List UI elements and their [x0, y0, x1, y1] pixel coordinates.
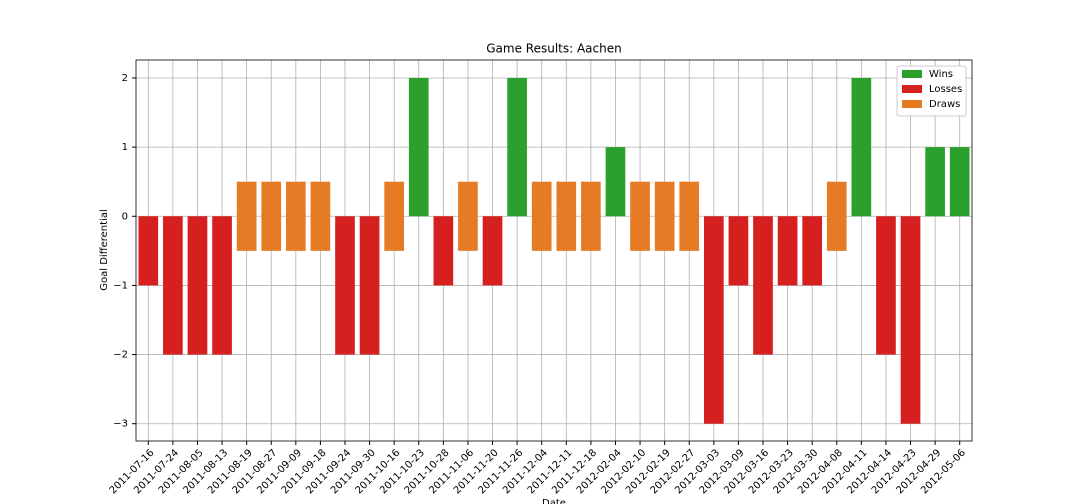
bar: [802, 216, 823, 286]
bar: [433, 216, 454, 286]
y-tick-label: −3: [113, 419, 128, 430]
bar: [236, 181, 257, 251]
bar: [482, 216, 503, 286]
bar: [753, 216, 773, 355]
bar: [163, 216, 183, 355]
plot-frame: [135, 59, 973, 442]
bar: [900, 216, 921, 424]
x-axis-label: Date: [542, 498, 566, 504]
bar: [187, 216, 208, 355]
bar: [826, 181, 847, 251]
legend-swatch: [902, 100, 922, 108]
bar: [458, 181, 478, 251]
bar: [654, 181, 675, 251]
bar: [359, 216, 380, 355]
bar: [310, 181, 331, 251]
y-axis-label: Goal Differential: [99, 209, 110, 290]
bar: [335, 216, 355, 355]
bar: [605, 147, 626, 217]
y-tick-label: −2: [113, 350, 128, 361]
bar: [876, 216, 896, 355]
bar: [384, 181, 405, 251]
bar: [581, 181, 601, 251]
chart-title: Game Results: Aachen: [486, 42, 621, 56]
bar: [851, 77, 872, 217]
bar: [285, 181, 306, 251]
legend-label: Losses: [929, 84, 962, 95]
y-tick-label: 2: [122, 73, 128, 84]
bar: [925, 147, 945, 217]
legend-label: Draws: [929, 99, 960, 110]
legend-swatch: [902, 85, 922, 93]
bar: [531, 181, 552, 251]
bar: [949, 147, 970, 217]
y-tick-label: 0: [122, 211, 128, 222]
bar: [679, 181, 700, 251]
bar: [138, 216, 159, 286]
bar: [261, 181, 282, 251]
y-tick-label: 1: [122, 142, 128, 153]
bar: [556, 181, 577, 251]
legend-swatch: [902, 70, 922, 78]
bar: [630, 181, 650, 251]
bar: [408, 77, 429, 217]
legend-label: Wins: [929, 69, 953, 80]
bar: [212, 216, 232, 355]
bar: [703, 216, 724, 424]
y-tick-label: −1: [113, 280, 128, 291]
bar: [728, 216, 749, 286]
bar: [777, 216, 798, 286]
bar: [507, 77, 527, 217]
